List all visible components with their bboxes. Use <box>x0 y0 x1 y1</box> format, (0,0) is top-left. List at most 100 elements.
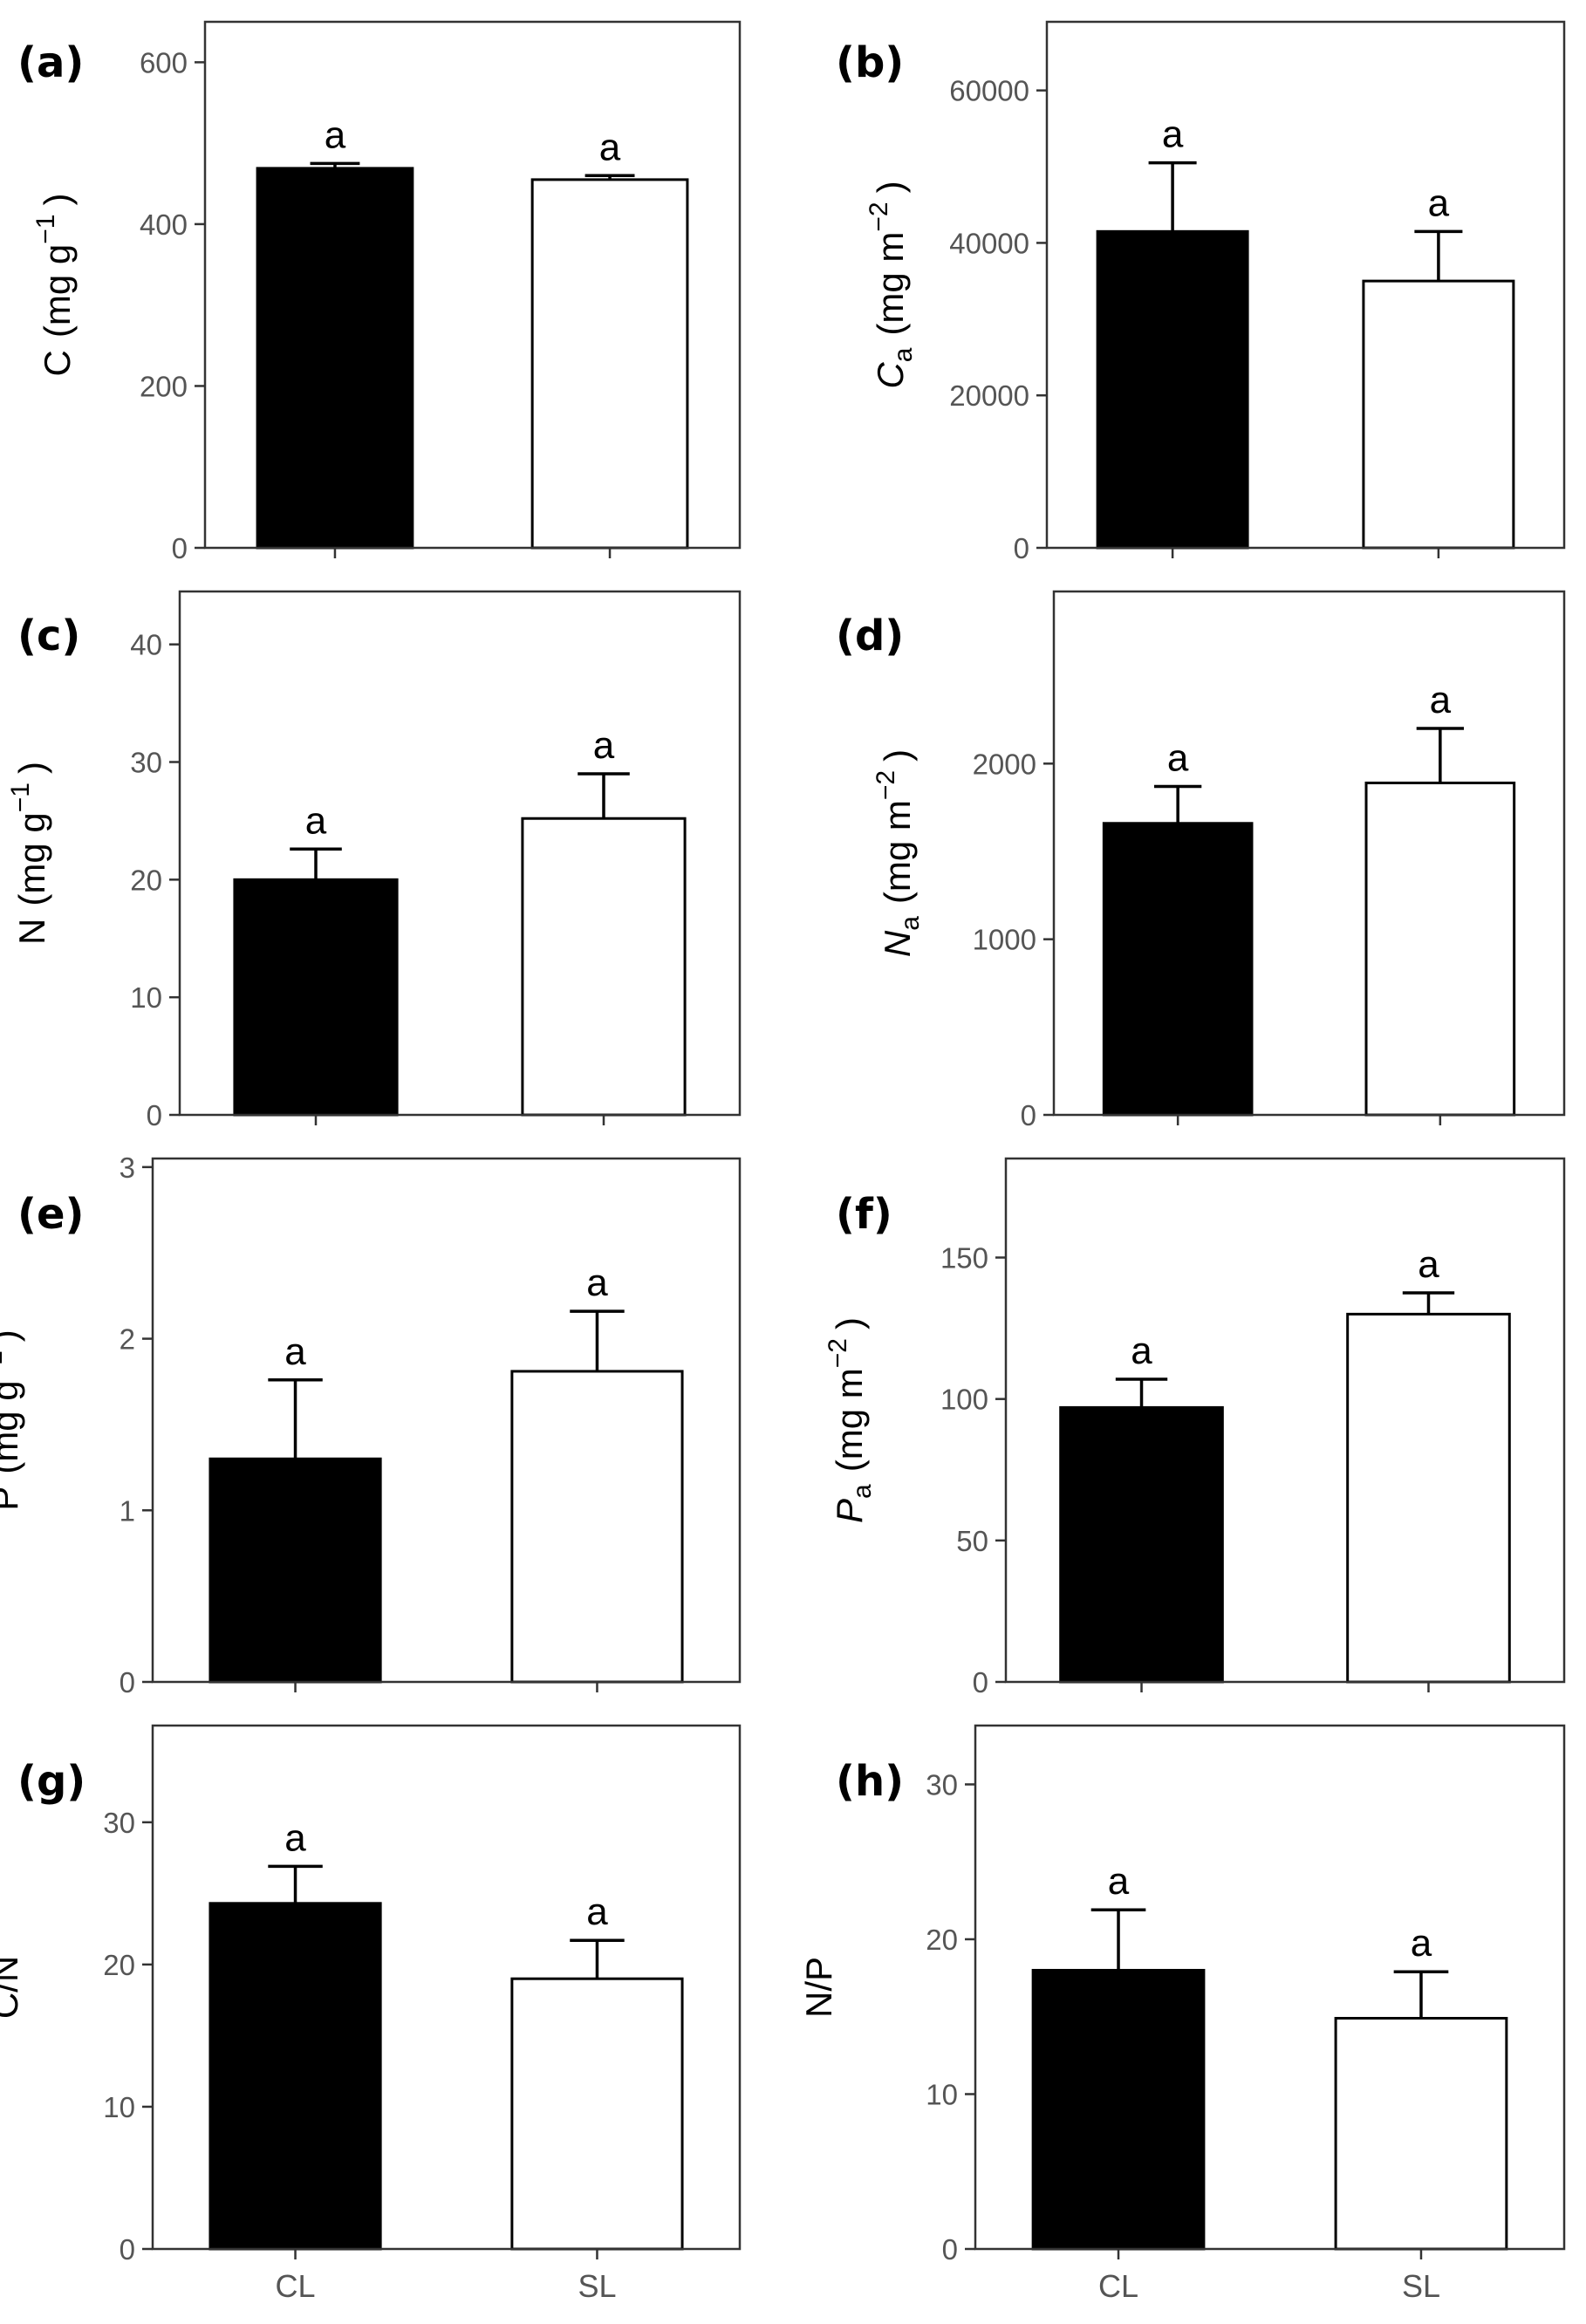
y-tick-label: 0 <box>147 1099 162 1131</box>
significance-letter: a <box>305 799 327 842</box>
y-tick-label: 0 <box>120 1666 135 1699</box>
y-axis-label-exp: −1 <box>31 215 60 244</box>
y-tick-label: 30 <box>926 1768 958 1801</box>
bar-cl <box>209 1902 382 2251</box>
plot-frame <box>151 1157 742 1684</box>
y-tick-label: 20 <box>103 1949 135 1981</box>
panel-label: (h) <box>836 1757 904 1806</box>
y-axis-label: N (mg g−1) <box>6 762 52 945</box>
y-tick-label: 0 <box>973 1666 988 1699</box>
y-axis-label: Pa (mg m−2) <box>824 1317 877 1523</box>
chart-panel: a a 0 200 400 600 (a) C (mg g−1) <box>17 20 742 564</box>
bar-sl <box>1364 781 1516 1117</box>
bar-cl <box>1031 1968 1206 2251</box>
y-axis-label-unit: (mg m <box>877 800 918 904</box>
y-tick-label: 0 <box>942 2233 958 2266</box>
y-tick-label: 400 <box>140 208 188 241</box>
y-axis-label: C/N <box>0 1956 25 2019</box>
panel-label: (e) <box>17 1190 84 1239</box>
y-tick-label: 60000 <box>949 75 1029 107</box>
y-tick-label: 0 <box>1021 1099 1036 1131</box>
significance-letter: a <box>1167 736 1189 779</box>
significance-letter: a <box>593 724 615 767</box>
y-tick-label: 0 <box>172 532 188 564</box>
y-tick-label: 20000 <box>949 379 1029 412</box>
y-tick-label: 200 <box>140 370 188 402</box>
y-tick-label: 20 <box>926 1924 958 1956</box>
plot-frame <box>1052 590 1566 1117</box>
y-tick-label: 1 <box>120 1494 135 1527</box>
significance-letter: a <box>1131 1329 1152 1372</box>
bar-cl <box>1096 229 1249 550</box>
bar-sl <box>510 1977 684 2251</box>
x-tick-label: SL <box>1402 2268 1440 2304</box>
panel-label: (c) <box>17 612 80 660</box>
y-tick-label: 40000 <box>949 227 1029 259</box>
bar-sl <box>530 178 689 550</box>
chart-panel: a a 0 10 20 30 40 (c) N (mg g−1) <box>6 590 742 1131</box>
panel-label: (g) <box>17 1757 85 1806</box>
y-axis-label-close: ) <box>870 181 911 193</box>
plot-frame <box>974 1724 1566 2251</box>
significance-letter: a <box>1108 1860 1130 1903</box>
y-axis-label: N/P <box>798 1957 839 2018</box>
y-axis-label-exp: −2 <box>872 770 900 800</box>
y-tick-label: 30 <box>130 747 162 779</box>
y-tick-label: 10 <box>130 981 162 1014</box>
significance-letter: a <box>1428 181 1450 224</box>
significance-letter: a <box>284 1330 306 1373</box>
y-tick-label: 30 <box>103 1807 135 1839</box>
significance-letter: a <box>1162 113 1184 156</box>
y-axis-label: Ca (mg m−2) <box>865 181 918 388</box>
significance-letter: a <box>284 1816 306 1859</box>
bar-sl <box>1346 1312 1511 1684</box>
bar-sl <box>510 1370 684 1684</box>
y-axis-label-unit: (mg m <box>829 1368 870 1472</box>
y-tick-label: 0 <box>1014 532 1029 564</box>
x-tick-label: CL <box>1098 2268 1138 2304</box>
y-tick-label: 40 <box>130 629 162 661</box>
y-tick-label: 50 <box>956 1525 988 1557</box>
bar-cl <box>256 167 414 550</box>
y-axis-label-sub: a <box>889 347 918 362</box>
chart-panel: a a 0 10 20 30 CL SL (h) N/P <box>798 1724 1566 2304</box>
y-tick-label: 2 <box>120 1323 135 1356</box>
y-axis-label: P (mg g−1) <box>0 1329 25 1511</box>
bar-cl <box>209 1457 382 1684</box>
y-axis-label-unit: (mg m <box>870 232 911 336</box>
y-axis-label-var: N <box>11 919 52 945</box>
y-axis-label-close: ) <box>11 762 52 774</box>
y-axis-label-var: P <box>829 1499 870 1523</box>
significance-letter: a <box>1411 1922 1432 1965</box>
plot-frame <box>1004 1157 1566 1684</box>
significance-letter: a <box>1430 679 1452 721</box>
y-axis-label-unit: (mg g <box>11 812 52 906</box>
significance-letter: a <box>586 1261 608 1304</box>
significance-letter: a <box>325 113 346 156</box>
y-axis-label-var: N/P <box>798 1957 839 2018</box>
y-tick-label: 150 <box>940 1242 988 1275</box>
y-axis-label-close: ) <box>0 1329 25 1342</box>
y-axis-label-exp: −1 <box>0 1350 8 1380</box>
y-axis-label-close: ) <box>37 194 78 206</box>
y-axis-label-sub: a <box>896 916 925 931</box>
chart-panel: a a 0 50 100 150 (f) Pa (mg m−2) <box>824 1157 1566 1699</box>
x-tick-label: SL <box>578 2268 616 2304</box>
panel-label: (b) <box>836 38 904 87</box>
plot-frame <box>203 20 742 550</box>
y-tick-label: 100 <box>940 1384 988 1416</box>
y-axis-label-unit: (mg g <box>0 1380 25 1473</box>
y-axis-label-close: ) <box>829 1317 870 1329</box>
y-axis-label-exp: −1 <box>6 783 35 812</box>
y-axis-label-var: C <box>870 362 911 389</box>
chart-panel: a a 0 10 20 30 CL SL (g) C/N <box>0 1724 742 2304</box>
panel-label: (a) <box>17 38 84 87</box>
significance-letter: a <box>599 126 621 168</box>
y-axis-label-exp: −2 <box>824 1338 852 1368</box>
chart-panel: a a 0 1 2 3 (e) P (mg g−1) <box>0 1152 742 1699</box>
y-axis-label-close: ) <box>877 749 918 762</box>
y-axis-label-sub: a <box>848 1484 877 1499</box>
bar-sl <box>521 817 687 1117</box>
y-tick-label: 2000 <box>973 748 1036 780</box>
